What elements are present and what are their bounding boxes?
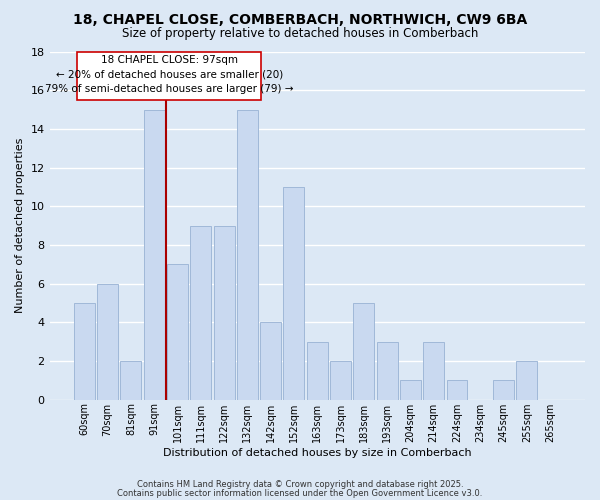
Text: ← 20% of detached houses are smaller (20): ← 20% of detached houses are smaller (20… <box>56 70 283 80</box>
Bar <box>121 361 142 400</box>
Bar <box>97 284 118 400</box>
X-axis label: Distribution of detached houses by size in Comberbach: Distribution of detached houses by size … <box>163 448 472 458</box>
Bar <box>377 342 398 400</box>
Text: 18 CHAPEL CLOSE: 97sqm: 18 CHAPEL CLOSE: 97sqm <box>101 55 238 65</box>
Bar <box>144 110 165 400</box>
Text: Contains HM Land Registry data © Crown copyright and database right 2025.: Contains HM Land Registry data © Crown c… <box>137 480 463 489</box>
Bar <box>237 110 258 400</box>
Bar <box>353 303 374 400</box>
Text: 18, CHAPEL CLOSE, COMBERBACH, NORTHWICH, CW9 6BA: 18, CHAPEL CLOSE, COMBERBACH, NORTHWICH,… <box>73 12 527 26</box>
Bar <box>493 380 514 400</box>
Bar <box>400 380 421 400</box>
Bar <box>190 226 211 400</box>
Bar <box>517 361 538 400</box>
Text: 79% of semi-detached houses are larger (79) →: 79% of semi-detached houses are larger (… <box>45 84 293 94</box>
FancyBboxPatch shape <box>77 52 262 100</box>
Bar <box>74 303 95 400</box>
Bar <box>167 264 188 400</box>
Bar <box>446 380 467 400</box>
Bar <box>260 322 281 400</box>
Bar <box>423 342 444 400</box>
Bar <box>214 226 235 400</box>
Bar <box>330 361 351 400</box>
Text: Contains public sector information licensed under the Open Government Licence v3: Contains public sector information licen… <box>118 488 482 498</box>
Bar <box>307 342 328 400</box>
Bar <box>283 187 304 400</box>
Text: Size of property relative to detached houses in Comberbach: Size of property relative to detached ho… <box>122 28 478 40</box>
Y-axis label: Number of detached properties: Number of detached properties <box>15 138 25 314</box>
